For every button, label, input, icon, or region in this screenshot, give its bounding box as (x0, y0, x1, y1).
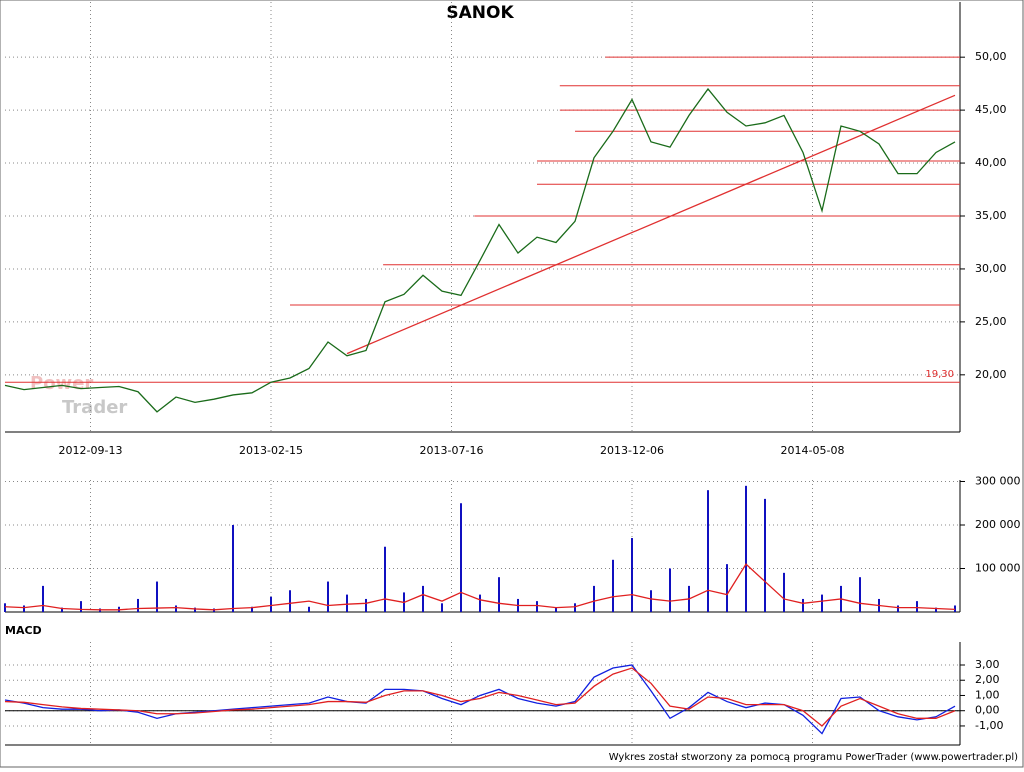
bar (859, 577, 861, 612)
bar (612, 559, 614, 612)
y-tick-label: 35,00 (975, 209, 1007, 222)
y-tick-label: 200 000 (975, 518, 1021, 531)
y-tick-label: 0,00 (975, 704, 1000, 717)
bar (42, 585, 44, 612)
bar (726, 564, 728, 612)
bar (536, 601, 538, 612)
watermark: Power (30, 373, 93, 394)
x-tick-label: 2013-02-15 (239, 444, 303, 457)
x-tick-label: 2013-07-16 (420, 444, 484, 457)
x-tick-label: 2012-09-13 (59, 444, 123, 457)
y-tick-label: 300 000 (975, 474, 1021, 487)
bar (232, 524, 234, 612)
y-tick-label: 20,00 (975, 368, 1007, 381)
bar (707, 490, 709, 612)
bar (574, 603, 576, 612)
bar (916, 601, 918, 612)
bar (327, 581, 329, 612)
bar (365, 598, 367, 612)
y-tick-label: 3,00 (975, 658, 1000, 671)
trend-line (346, 94, 956, 355)
bar (954, 605, 956, 612)
bar (631, 538, 633, 612)
bar (479, 594, 481, 612)
x-tick-label: 2014-05-08 (781, 444, 845, 457)
bar (821, 594, 823, 612)
bar (270, 596, 272, 612)
bar (4, 603, 6, 612)
chart-title: SANOK (446, 3, 514, 23)
bar (555, 607, 557, 612)
price-line (4, 87, 956, 413)
bar (61, 607, 63, 612)
bar (175, 605, 177, 612)
bar (802, 598, 804, 612)
bar (194, 607, 196, 612)
y-tick-label: 40,00 (975, 156, 1007, 169)
footer: Wykres został stworzony za pomocą progra… (609, 752, 1018, 763)
bar (897, 605, 899, 612)
average-line (4, 563, 956, 611)
macd-title: MACD (5, 624, 42, 637)
y-tick-label: 100 000 (975, 561, 1021, 574)
macd-line (4, 667, 956, 727)
bar (289, 590, 291, 612)
bar (460, 503, 462, 612)
y-tick-label: 45,00 (975, 103, 1007, 116)
bar (498, 577, 500, 612)
bar (935, 607, 937, 612)
bar (764, 498, 766, 612)
y-tick-label: 25,00 (975, 315, 1007, 328)
bar (441, 603, 443, 612)
macd-line (4, 664, 956, 735)
bar (745, 485, 747, 612)
bar (308, 606, 310, 612)
bar (346, 594, 348, 612)
bar (156, 581, 158, 612)
bar (80, 601, 82, 612)
y-tick-label: 1,00 (975, 688, 1000, 701)
bar (593, 585, 595, 612)
x-tick-label: 2013-12-06 (600, 444, 664, 457)
bar (384, 546, 386, 612)
y-tick-label: 30,00 (975, 262, 1007, 275)
y-tick-label: -1,00 (975, 719, 1003, 732)
level-label: 19,30 (925, 369, 954, 380)
y-tick-label: 2,00 (975, 673, 1000, 686)
watermark: Trader (62, 397, 127, 418)
bar (669, 568, 671, 612)
bar (422, 585, 424, 612)
bar (251, 606, 253, 612)
bar (783, 572, 785, 612)
y-tick-label: 50,00 (975, 50, 1007, 63)
bar (23, 605, 25, 612)
bar (650, 590, 652, 612)
bar (137, 598, 139, 612)
